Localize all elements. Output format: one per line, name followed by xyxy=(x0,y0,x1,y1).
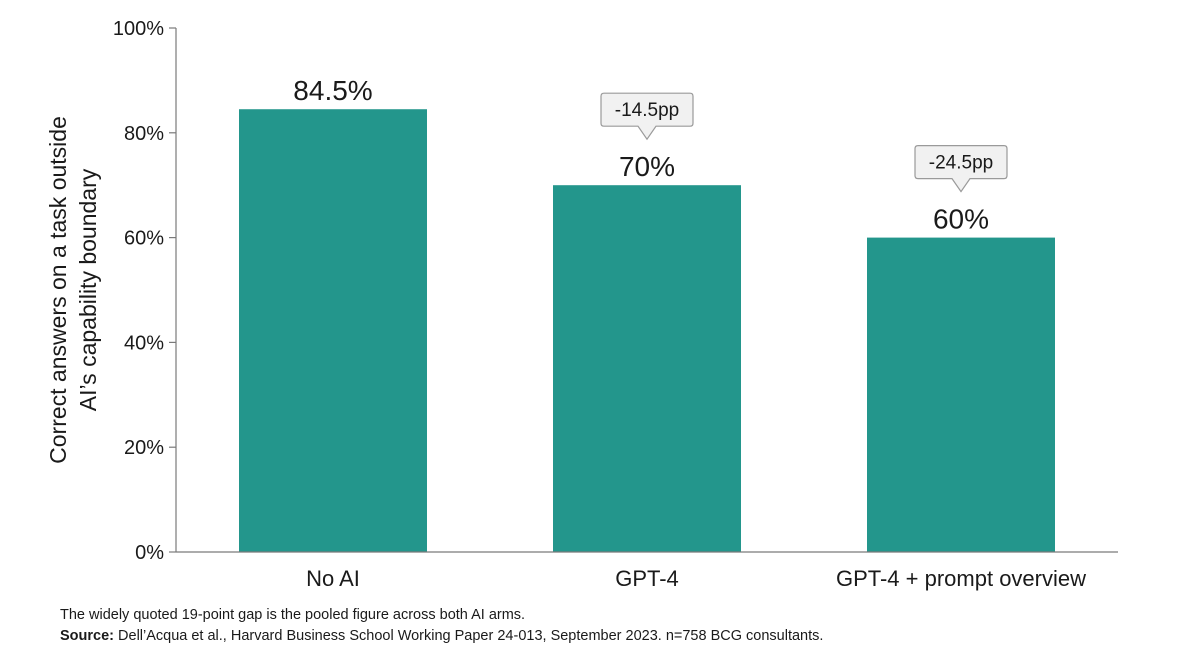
y-tick-label: 100% xyxy=(113,18,164,40)
y-tick-label: 80% xyxy=(124,123,164,145)
y-axis-label: Correct answers on a task outside AI’s ca… xyxy=(45,116,101,464)
bar-value-label: 60% xyxy=(933,204,989,235)
callout-label: -24.5pp xyxy=(929,153,993,174)
y-tick-label: 20% xyxy=(124,437,164,459)
bar xyxy=(553,185,741,552)
callout-label: -14.5pp xyxy=(615,100,679,121)
y-tick-label: 60% xyxy=(124,228,164,250)
footer-source: Source: Dell’Acqua et al., Harvard Busin… xyxy=(60,626,1180,647)
y-axis-label-line: Correct answers on a task outside xyxy=(45,116,71,464)
chart-footer: The widely quoted 19-point gap is the po… xyxy=(60,605,1180,647)
x-category-label: No AI xyxy=(306,566,360,591)
source-text: Dell’Acqua et al., Harvard Business Scho… xyxy=(114,628,824,644)
source-label: Source: xyxy=(60,628,114,644)
y-tick-label: 0% xyxy=(135,542,164,564)
y-axis: 0% 20% 40% 60% 80% 100% xyxy=(113,18,177,564)
bar-value-label: 84.5% xyxy=(293,75,372,106)
x-axis: No AI GPT-4 GPT-4 + prompt overview xyxy=(176,551,1118,591)
bars: 84.5% 70% -14.5pp 60% -24.5pp xyxy=(239,75,1055,552)
y-tick-label: 40% xyxy=(124,332,164,354)
x-category-label: GPT-4 xyxy=(615,566,679,591)
bar-value-label: 70% xyxy=(619,151,675,182)
bar-chart: Correct answers on a task outside AI’s ca… xyxy=(45,18,1118,591)
callout-box xyxy=(914,145,1008,193)
bar xyxy=(867,237,1055,552)
y-axis-label-line: AI’s capability boundary xyxy=(75,168,101,411)
x-category-label: GPT-4 + prompt overview xyxy=(836,566,1086,591)
footer-note: The widely quoted 19-point gap is the po… xyxy=(60,607,526,623)
callout-box xyxy=(600,92,694,141)
bar xyxy=(239,109,427,552)
